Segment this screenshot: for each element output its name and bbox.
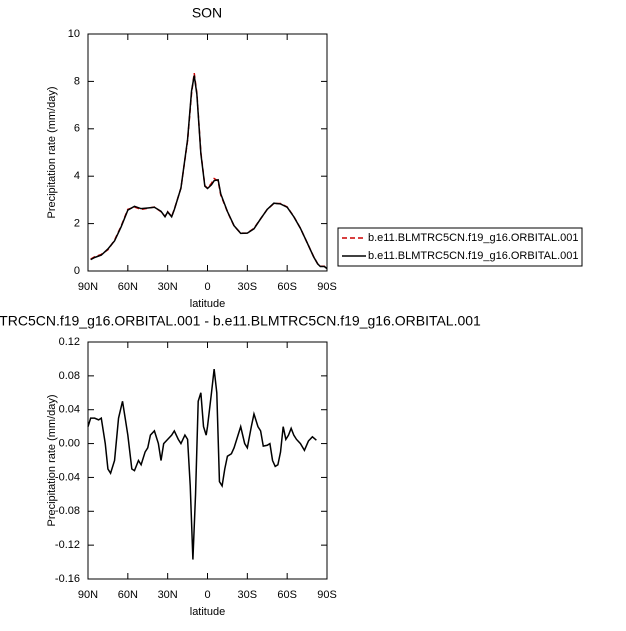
y-tick-label: 2 — [74, 218, 80, 230]
data-line — [90, 73, 328, 270]
chart-title: SON — [192, 5, 222, 21]
x-tick-label: 0 — [204, 589, 210, 601]
x-tick-label: 90N — [78, 281, 98, 293]
x-tick-label: 90S — [317, 281, 337, 293]
x-tick-label: 90N — [78, 589, 98, 601]
y-tick-label: 0.12 — [59, 336, 80, 348]
y-tick-label: 0.04 — [59, 404, 80, 416]
y-tick-label: 4 — [74, 170, 80, 182]
legend-box — [337, 227, 583, 267]
x-tick-label: 90S — [317, 589, 337, 601]
y-tick-label: 6 — [74, 123, 80, 135]
x-tick-label: 30N — [158, 589, 178, 601]
x-axis-label: latitude — [190, 606, 225, 618]
x-tick-label: 60S — [277, 589, 297, 601]
legend-label: b.e11.BLMTRC5CN.f19_g16.ORBITAL.001 — [368, 250, 579, 262]
y-tick-label: 0.08 — [59, 370, 80, 382]
plot-frame — [87, 33, 328, 272]
x-tick-label: 30S — [238, 281, 258, 293]
y-axis-label: Precipitation rate (mm/day) — [46, 394, 58, 526]
y-tick-label: -0.04 — [55, 471, 80, 483]
plot-frame — [87, 341, 328, 580]
legend-label: b.e11.BLMTRC5CN.f19_g16.ORBITAL.001 — [368, 232, 579, 244]
y-tick-label: 8 — [74, 75, 80, 87]
y-tick-label: -0.12 — [55, 539, 80, 551]
data-line — [90, 75, 328, 270]
y-axis-label: Precipitation rate (mm/day) — [46, 86, 58, 218]
y-tick-label: -0.08 — [55, 505, 80, 517]
chart-title: TRC5CN.f19_g16.ORBITAL.001 - b.e11.BLMTR… — [0, 313, 481, 329]
y-tick-label: -0.16 — [55, 573, 80, 585]
y-tick-label: 10 — [68, 28, 80, 40]
data-line — [87, 369, 317, 560]
x-tick-label: 60N — [118, 589, 138, 601]
x-tick-label: 30N — [158, 281, 178, 293]
x-axis-label: latitude — [190, 298, 225, 310]
y-tick-label: 0.00 — [59, 437, 80, 449]
y-tick-label: 0 — [74, 265, 80, 277]
x-tick-label: 0 — [204, 281, 210, 293]
x-tick-label: 30S — [238, 589, 258, 601]
x-tick-label: 60S — [277, 281, 297, 293]
x-tick-label: 60N — [118, 281, 138, 293]
